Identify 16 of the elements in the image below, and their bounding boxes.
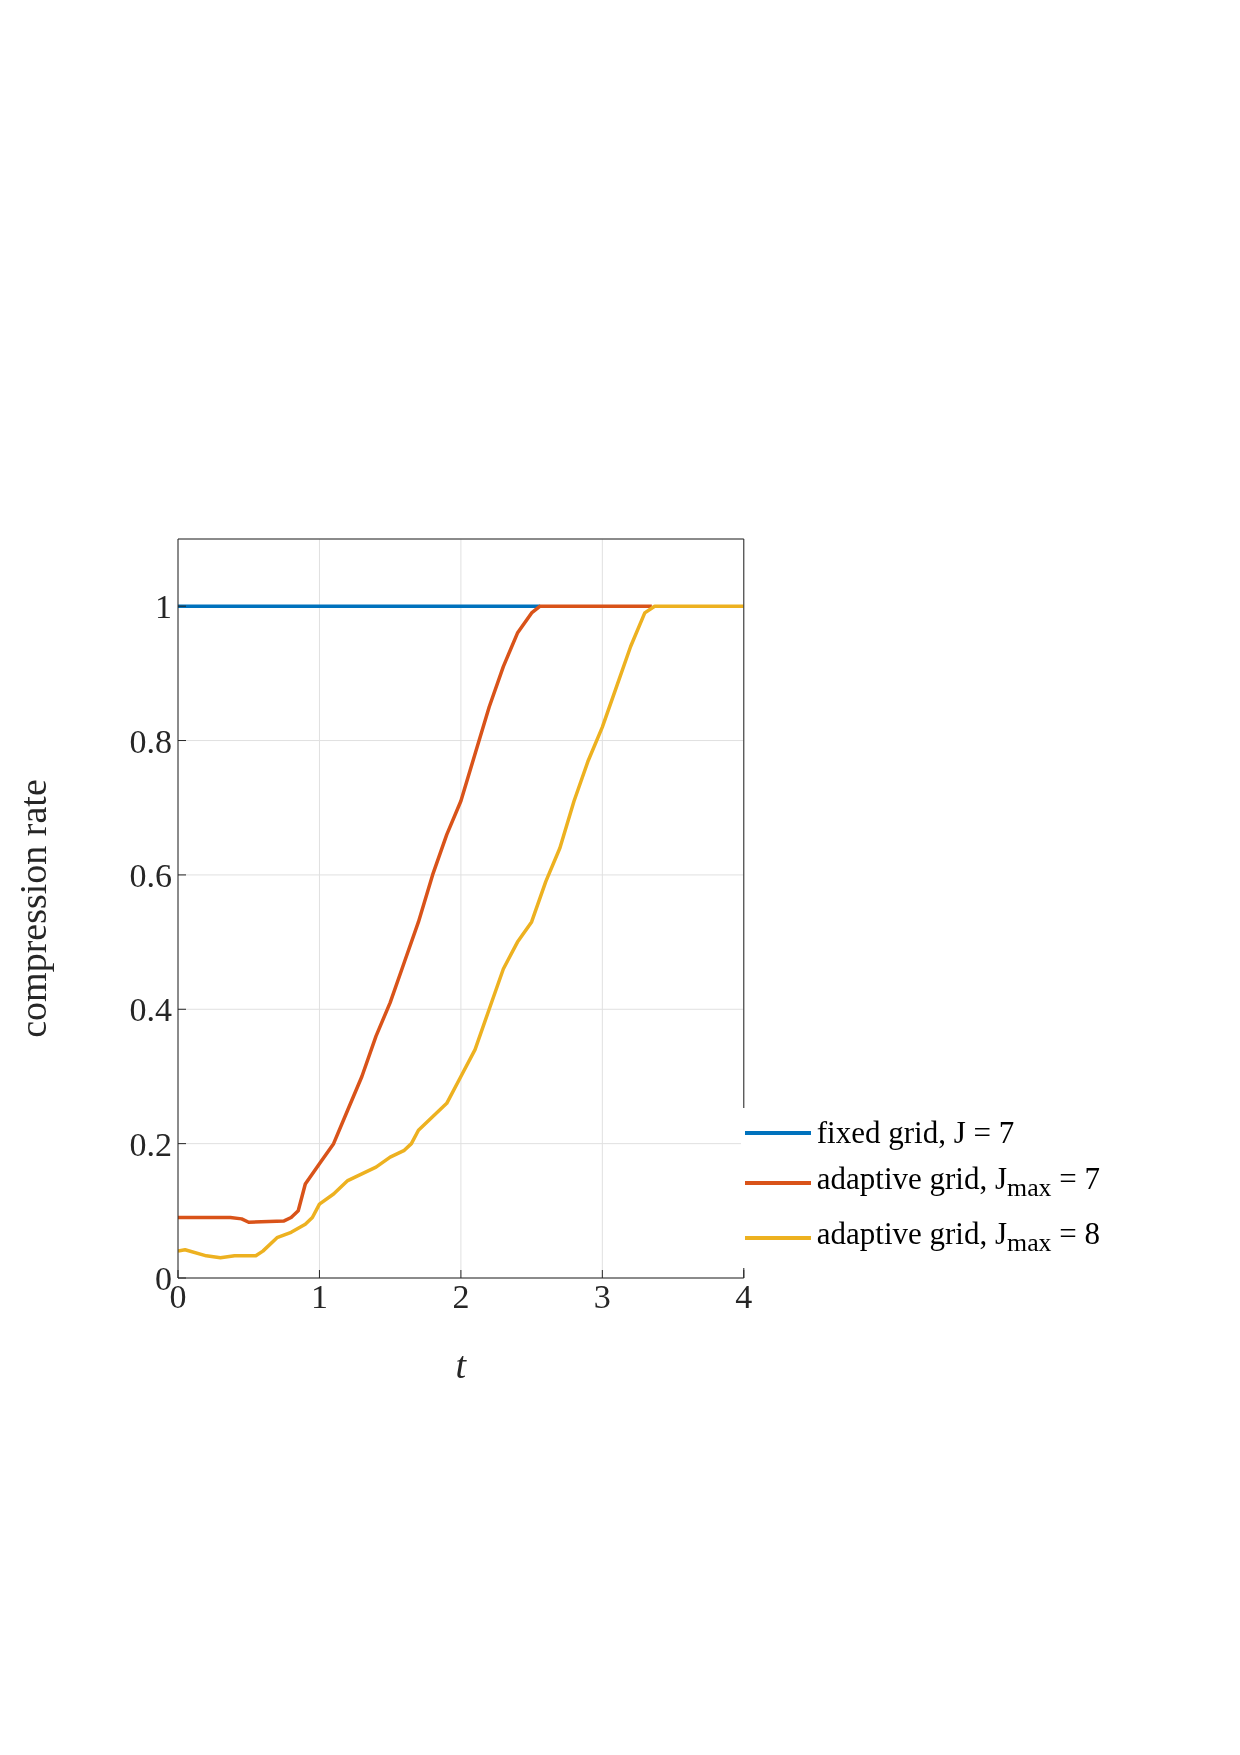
legend-label: adaptive grid, J$_{max}$ = 8: [816, 1214, 1100, 1259]
legend-label: adaptive grid, J$_{max}$ = 7: [816, 1159, 1100, 1204]
x-tick-label: 1: [310, 1278, 328, 1316]
x-tick-label: 3: [593, 1278, 611, 1316]
legend-label: fixed grid, J = 7: [816, 1113, 1015, 1152]
y-tick-label: 0.8: [129, 722, 172, 760]
x-tick-label: 2: [452, 1278, 470, 1316]
y-tick-label: 1: [155, 588, 172, 626]
y-tick-label: 0.6: [129, 856, 172, 894]
y-tick-label: 0.2: [129, 1125, 172, 1163]
y-axis-title: compression rate: [12, 779, 55, 1038]
x-axis-title: t: [455, 1344, 468, 1386]
y-tick-label: 0.4: [129, 991, 172, 1029]
line-series: [178, 604, 654, 1224]
line-series: [178, 604, 744, 1260]
x-tick-label: 4: [735, 1278, 753, 1316]
